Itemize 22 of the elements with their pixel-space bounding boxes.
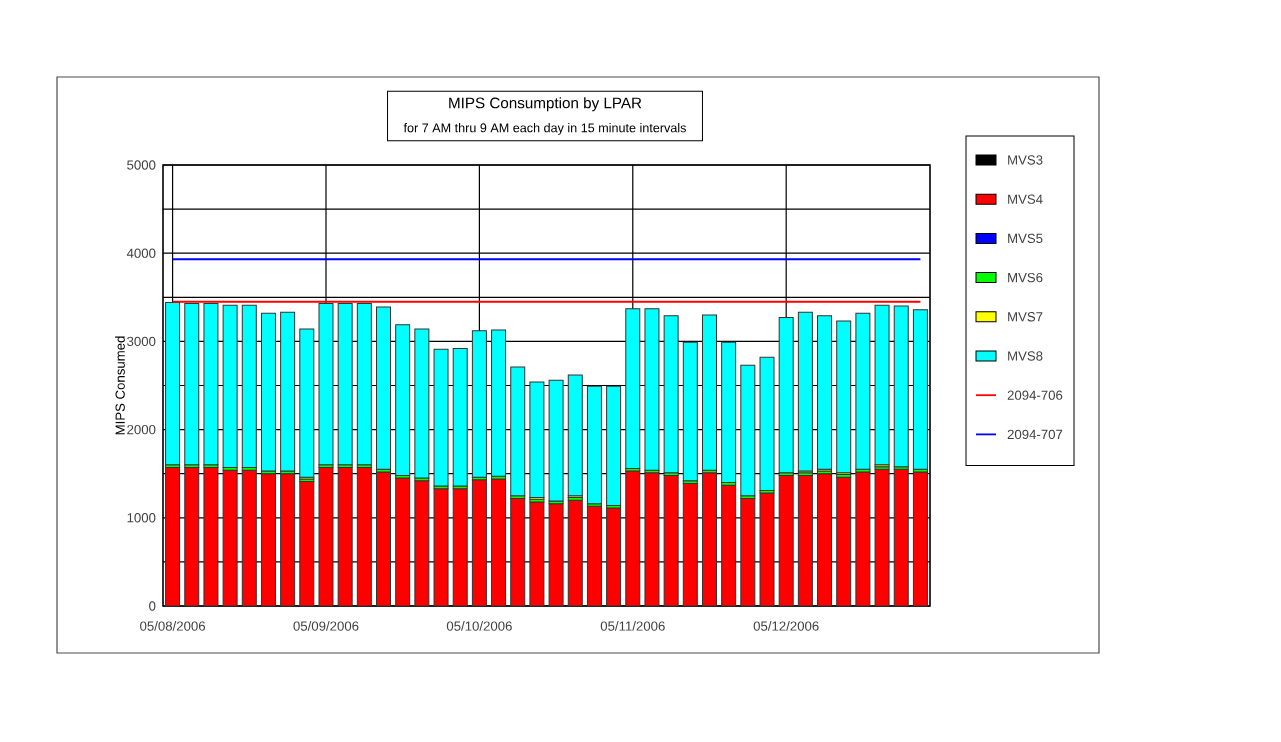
y-tick-label: 0 [149,601,156,611]
legend-label: MVS8 [1008,351,1043,361]
legend-label: 2094-706 [1007,390,1063,400]
y-tick-label: 2000 [127,424,156,435]
legend-label: MVS4 [1008,194,1043,204]
y-tick-label: 4000 [126,248,156,258]
x-tick-label: 05/12/2006 [753,621,819,631]
legend-label: MVS6 [1008,272,1043,283]
y-axis-title: MIPS Consumed [115,336,125,435]
legend-label: 2094-707 [1007,429,1063,440]
y-tick-label: 3000 [127,336,156,347]
chart-title: MIPS Consumption by LPAR [449,97,642,112]
chart-subtitle: for 7 AM thru 9 AM each day in 15 minute intervals [403,123,686,135]
legend-label: MVS3 [1008,155,1043,165]
x-tick-label: 05/11/2006 [600,621,665,631]
legend-label: MVS5 [1008,233,1043,244]
legend-label: MVS7 [1008,312,1043,322]
x-tick-label: 05/10/2006 [446,621,512,631]
y-tick-label: 5000 [127,160,156,170]
y-tick-label: 1000 [127,513,156,523]
x-tick-label: 05/08/2006 [140,621,206,631]
x-tick-label: 05/09/2006 [293,621,359,631]
